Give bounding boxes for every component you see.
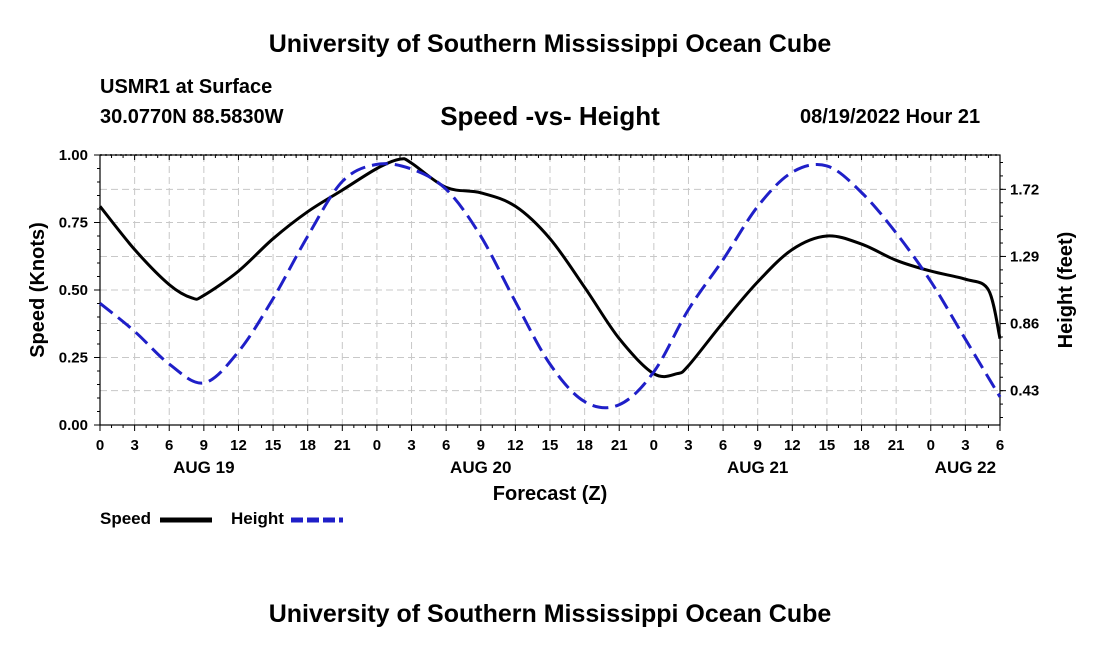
y2-tick-label: 0.43 xyxy=(1010,383,1039,400)
y2-tick-label: 1.29 xyxy=(1010,248,1039,265)
x-tick-label: 12 xyxy=(507,437,524,454)
x-tick-label: 0 xyxy=(650,437,658,454)
y-tick-label: 1.00 xyxy=(59,147,88,164)
y2-tick-label: 0.86 xyxy=(1010,316,1039,333)
x-tick-label: 15 xyxy=(819,437,836,454)
grid-lines xyxy=(100,155,1000,425)
day-label: AUG 19 xyxy=(173,458,234,477)
speed-series-line xyxy=(98,157,1002,379)
x-tick-label: 3 xyxy=(684,437,692,454)
y-tick-label: 0.75 xyxy=(59,215,88,232)
y2-axis-title: Height (feet) xyxy=(1055,232,1077,349)
height-series-line xyxy=(99,162,1002,410)
x-tick-label: 9 xyxy=(200,437,208,454)
legend-height-label: Height xyxy=(231,509,284,528)
day-label: AUG 21 xyxy=(727,458,788,477)
x-tick-label: 15 xyxy=(542,437,559,454)
y-axis-title: Speed (Knots) xyxy=(27,222,49,358)
x-tick-label: 0 xyxy=(96,437,104,454)
y-tick-label: 0.00 xyxy=(59,417,88,434)
x-tick-label: 0 xyxy=(927,437,935,454)
page-title: University of Southern Mississippi Ocean… xyxy=(268,30,832,58)
x-tick-label: 6 xyxy=(442,437,450,454)
footer-title: University of Southern Mississippi Ocean… xyxy=(268,600,832,628)
x-tick-label: 3 xyxy=(130,437,138,454)
data-series xyxy=(98,157,1002,410)
x-tick-label: 6 xyxy=(996,437,1004,454)
y-tick-label: 0.25 xyxy=(59,350,88,367)
axis-labels: Forecast (Z) Speed (Knots) Height (feet)… xyxy=(27,147,1077,505)
y-tick-label: 0.50 xyxy=(59,282,88,299)
y2-tick-label: 1.72 xyxy=(1010,181,1039,198)
x-tick-label: 15 xyxy=(265,437,282,454)
x-tick-label: 21 xyxy=(334,437,351,454)
x-tick-label: 18 xyxy=(299,437,316,454)
x-tick-label: 21 xyxy=(611,437,628,454)
x-axis-title: Forecast (Z) xyxy=(493,483,607,505)
x-tick-label: 18 xyxy=(853,437,870,454)
x-tick-label: 21 xyxy=(888,437,905,454)
x-tick-label: 9 xyxy=(477,437,485,454)
x-tick-label: 0 xyxy=(373,437,381,454)
day-label: AUG 20 xyxy=(450,458,511,477)
station-label: USMR1 at Surface xyxy=(100,76,273,98)
x-tick-label: 9 xyxy=(754,437,762,454)
x-tick-label: 3 xyxy=(961,437,969,454)
x-tick-label: 12 xyxy=(230,437,247,454)
x-tick-label: 6 xyxy=(719,437,727,454)
x-tick-label: 12 xyxy=(784,437,801,454)
timestamp-label: 08/19/2022 Hour 21 xyxy=(800,106,981,128)
x-tick-label: 3 xyxy=(407,437,415,454)
coordinates-label: 30.0770N 88.5830W xyxy=(100,106,284,128)
legend-speed-label: Speed xyxy=(100,509,152,528)
day-label: AUG 22 xyxy=(935,458,996,477)
x-tick-label: 6 xyxy=(165,437,173,454)
x-tick-label: 18 xyxy=(576,437,593,454)
chart-subtitle: Speed -vs- Height xyxy=(440,101,660,131)
